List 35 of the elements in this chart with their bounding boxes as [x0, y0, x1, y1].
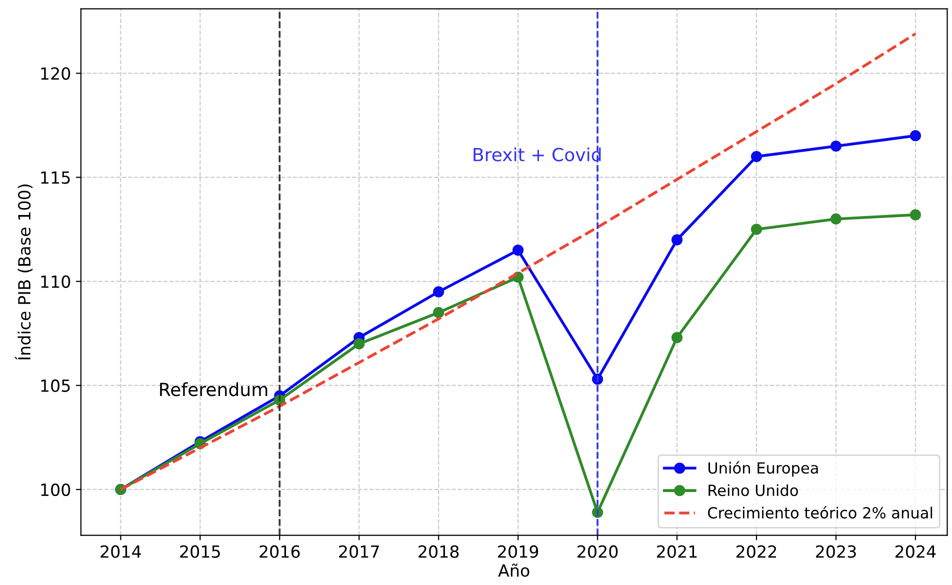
- x-tick-label: 2022: [736, 545, 776, 558]
- point: [830, 140, 842, 152]
- point: [433, 307, 444, 318]
- legend-label: Reino Unido: [708, 484, 798, 496]
- y-tick-label: 100: [41, 483, 70, 496]
- x-tick-label: 2024: [895, 545, 936, 558]
- y-tick-label: 115: [41, 172, 70, 184]
- x-tick-label: 2019: [498, 545, 538, 558]
- x-tick-label: 2015: [180, 545, 220, 558]
- point: [910, 130, 922, 142]
- legend-label: Unión Europea: [708, 461, 818, 477]
- legend-label: Crecimiento teórico 2% anual: [708, 506, 932, 519]
- y-tick-label: 105: [41, 379, 70, 392]
- x-tick-label: 2016: [260, 545, 300, 558]
- y-tick-label: 110: [41, 275, 70, 288]
- y-tick-label: 120: [41, 67, 70, 80]
- point: [671, 234, 683, 246]
- x-tick-label: 2018: [418, 545, 459, 558]
- x-tick-label: 2017: [339, 545, 379, 558]
- point: [750, 224, 762, 235]
- y-axis-title: Índice PIB (Base 100): [14, 184, 33, 360]
- x-tick-label: 2014: [100, 545, 141, 558]
- x-tick-label: 2023: [816, 545, 856, 558]
- ref-line-label: Brexit + Covid: [474, 147, 601, 162]
- x-axis-title: Año: [498, 564, 530, 577]
- point: [354, 338, 365, 350]
- point: [433, 286, 444, 298]
- point: [910, 209, 922, 220]
- point: [671, 332, 683, 344]
- point: [830, 213, 842, 225]
- ref-line-label: Referendum: [160, 382, 268, 396]
- x-tick-label: 2021: [657, 545, 697, 558]
- point: [750, 150, 762, 162]
- x-tick-label: 2020: [578, 545, 618, 558]
- point: [512, 244, 524, 256]
